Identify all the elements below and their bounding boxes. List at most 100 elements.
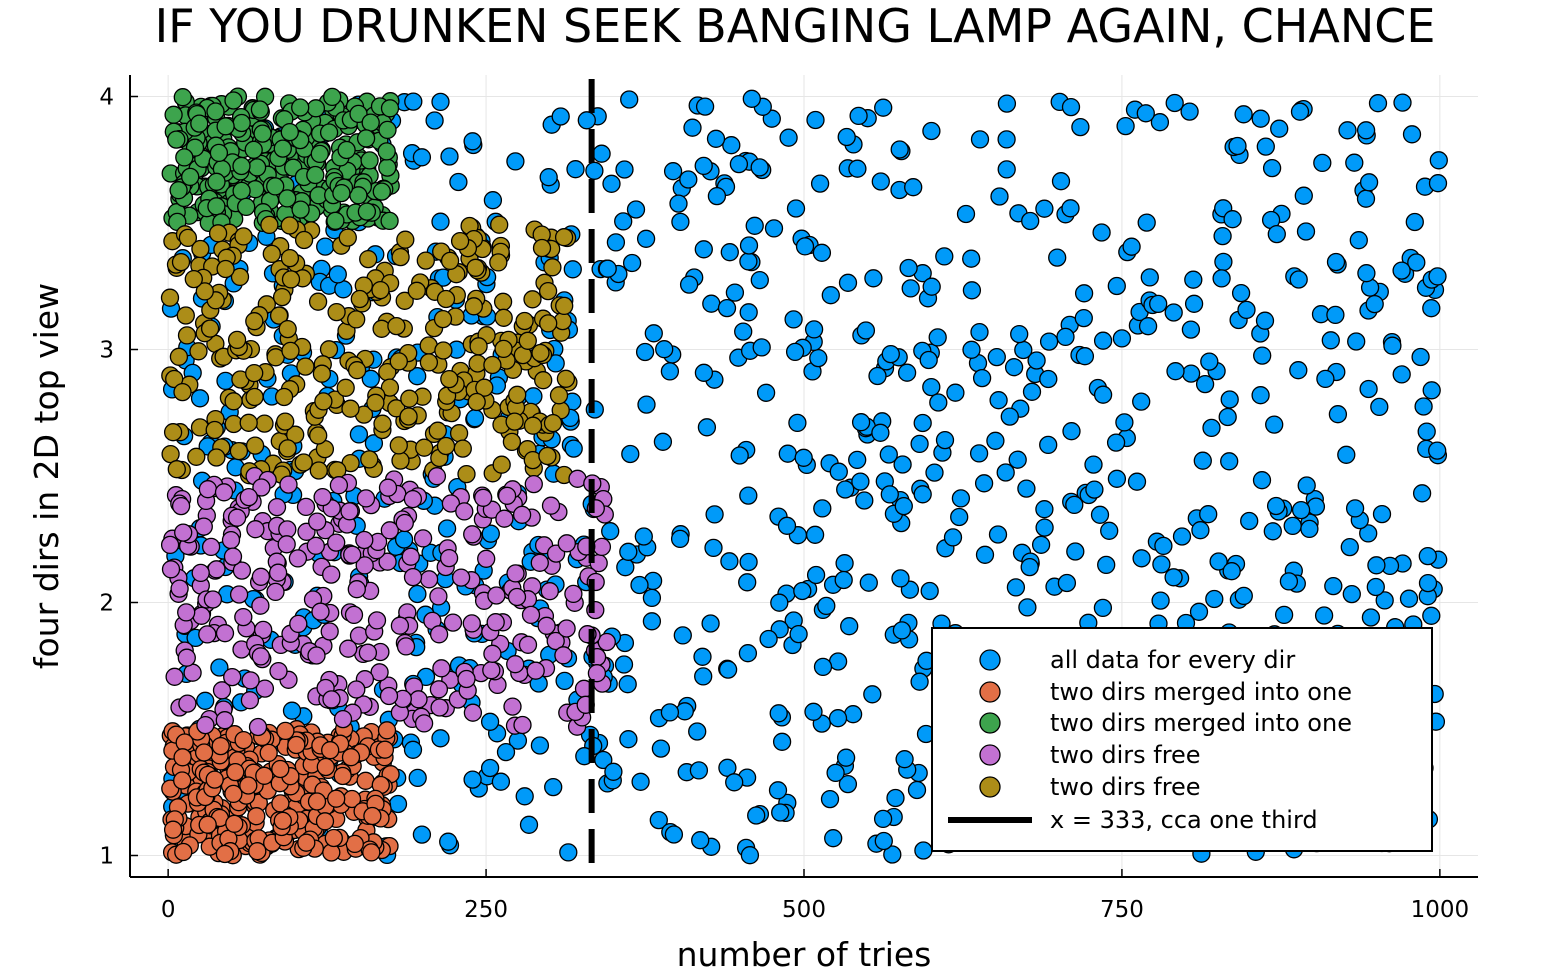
data-point: [1154, 536, 1173, 556]
data-point: [653, 432, 673, 451]
data-point: [481, 524, 500, 543]
data-point: [637, 395, 656, 414]
data-point: [859, 573, 878, 592]
data-point: [178, 228, 198, 248]
data-point: [391, 451, 410, 470]
data-point: [403, 489, 423, 509]
data-point: [745, 216, 764, 235]
data-point: [1422, 606, 1441, 625]
data-point: [378, 552, 397, 571]
data-point: [271, 759, 290, 779]
data-point: [1300, 519, 1319, 539]
data-point: [630, 575, 649, 595]
data-point: [224, 91, 243, 110]
data-point: [322, 690, 341, 709]
data-point: [436, 436, 456, 456]
data-point: [1326, 305, 1345, 325]
data-point: [408, 584, 427, 604]
data-point: [1365, 294, 1384, 314]
data-point: [306, 99, 326, 118]
data-point: [227, 508, 247, 527]
data-point: [475, 378, 494, 397]
data-point: [702, 294, 721, 313]
data-point: [1195, 374, 1215, 394]
data-point: [177, 648, 196, 667]
data-point: [1367, 556, 1386, 575]
data-point: [378, 120, 397, 140]
data-point: [1127, 472, 1147, 491]
data-point: [247, 807, 266, 826]
data-point: [1172, 527, 1192, 546]
data-point: [195, 282, 214, 301]
data-point: [349, 425, 369, 444]
data-point: [210, 658, 229, 677]
data-point: [738, 573, 757, 592]
data-point: [1035, 500, 1054, 519]
data-point: [169, 347, 189, 366]
data-point: [549, 386, 569, 405]
data-point: [463, 703, 483, 722]
data-point: [196, 715, 215, 735]
data-point: [495, 509, 514, 528]
data-point: [1022, 382, 1042, 401]
data-point: [604, 762, 623, 781]
data-point: [1066, 542, 1085, 561]
data-point: [278, 319, 297, 339]
data-point: [492, 455, 511, 474]
data-point: [184, 269, 203, 289]
data-point: [840, 617, 859, 636]
data-point: [922, 121, 941, 141]
data-point: [408, 367, 427, 386]
data-point: [205, 770, 224, 789]
data-point: [450, 231, 470, 251]
data-point: [370, 663, 389, 682]
data-point: [771, 803, 790, 822]
data-point: [399, 407, 418, 426]
data-point: [585, 161, 604, 180]
data-point: [1220, 452, 1239, 471]
data-point: [474, 488, 493, 507]
data-point: [389, 352, 408, 371]
data-point: [377, 142, 396, 161]
data-point: [294, 453, 313, 472]
data-point: [505, 412, 524, 431]
data-point: [1039, 435, 1058, 455]
data-point: [361, 113, 380, 132]
data-point: [1017, 479, 1036, 498]
data-point: [660, 362, 680, 381]
data-point: [279, 475, 298, 494]
data-point: [828, 709, 848, 728]
data-point: [922, 277, 941, 296]
data-point: [314, 392, 333, 411]
data-point: [169, 181, 188, 200]
data-point: [173, 748, 192, 767]
data-point: [323, 87, 342, 107]
data-point: [247, 158, 267, 177]
data-point: [1231, 283, 1251, 303]
data-point: [241, 671, 260, 690]
data-point: [361, 369, 380, 388]
data-point: [200, 319, 220, 338]
data-point: [739, 552, 758, 572]
data-point: [1279, 572, 1299, 591]
data-point: [1051, 172, 1071, 191]
data-point: [380, 99, 400, 118]
data-point: [1418, 573, 1438, 593]
data-point: [372, 319, 391, 338]
data-point: [380, 521, 399, 540]
data-point: [379, 686, 399, 706]
data-point: [962, 281, 982, 300]
data-point: [245, 312, 264, 331]
x-tick-label: 500: [782, 897, 826, 923]
data-point: [821, 286, 840, 305]
data-point: [248, 842, 267, 861]
data-point: [1429, 151, 1448, 170]
data-point: [415, 438, 434, 457]
data-point: [229, 441, 249, 461]
data-point: [1165, 93, 1184, 113]
data-point: [515, 787, 534, 806]
data-point: [649, 810, 668, 830]
data-point: [389, 436, 408, 455]
data-point: [849, 106, 868, 126]
data-point: [291, 98, 310, 117]
